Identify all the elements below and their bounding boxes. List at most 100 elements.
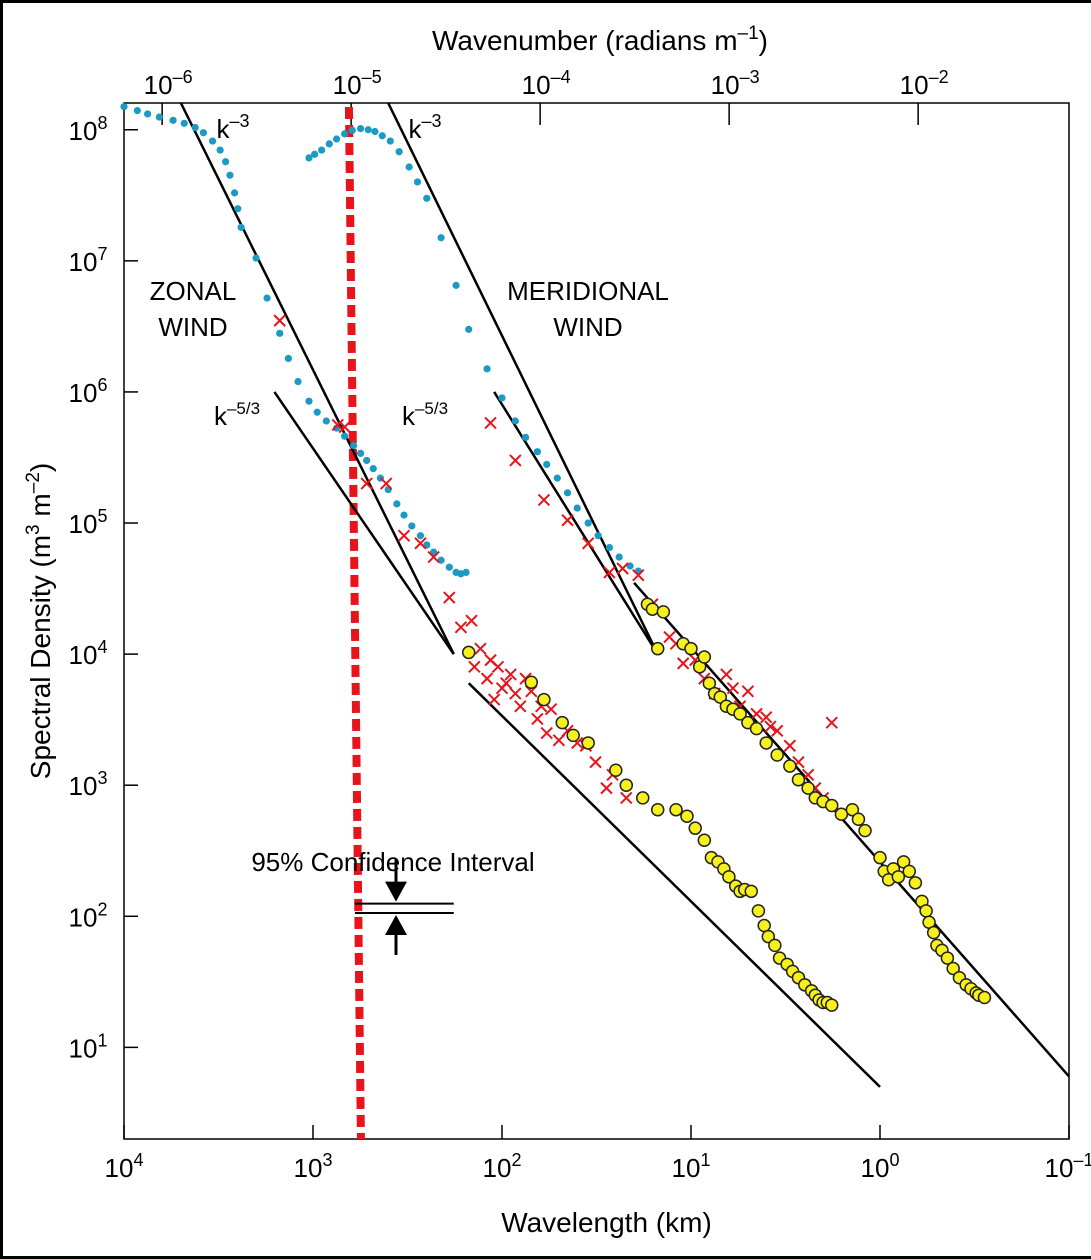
data-point xyxy=(768,938,782,953)
k-3-label-meridional: k–3 xyxy=(408,111,441,144)
data-point xyxy=(825,798,839,813)
data-point xyxy=(509,454,522,467)
data-point xyxy=(770,724,784,738)
data-point xyxy=(589,755,602,769)
data-point xyxy=(276,329,284,337)
meridional-wind-label: MERIDIONAL xyxy=(507,276,669,306)
data-point xyxy=(454,621,468,634)
data-point xyxy=(573,504,581,512)
data-point xyxy=(616,562,629,575)
y-axis-title: Spectral Density (m3 m–2) xyxy=(23,463,56,779)
fit-line xyxy=(633,581,1070,1078)
data-point xyxy=(452,281,460,289)
data-point xyxy=(632,568,645,582)
data-point xyxy=(405,163,413,171)
data-point xyxy=(294,377,302,386)
meridional-wind-label: WIND xyxy=(553,312,622,342)
data-point xyxy=(369,465,377,473)
fit-line xyxy=(467,682,881,1088)
data-point xyxy=(581,537,595,550)
data-point xyxy=(764,720,777,733)
data-point xyxy=(413,178,422,186)
data-point xyxy=(791,773,806,787)
data-point xyxy=(522,433,530,441)
data-point xyxy=(684,641,698,656)
data-point xyxy=(688,821,702,835)
fit-line xyxy=(387,102,659,655)
data-point xyxy=(636,791,650,805)
data-point xyxy=(563,489,572,497)
data-point xyxy=(338,420,351,434)
data-point xyxy=(555,715,569,730)
data-point xyxy=(169,116,177,124)
data-point xyxy=(234,205,242,213)
data-point xyxy=(940,951,955,965)
data-point xyxy=(825,716,838,729)
data-point xyxy=(144,110,152,118)
data-point xyxy=(393,500,401,508)
x2-tick-label: 10–6 xyxy=(144,67,193,100)
data-point xyxy=(544,702,558,716)
data-point xyxy=(443,591,456,604)
data-point xyxy=(356,449,365,457)
data-point xyxy=(509,687,522,700)
x-axis-title: Wavelength (km) xyxy=(501,1207,712,1238)
data-point xyxy=(620,791,633,805)
data-point xyxy=(416,532,425,540)
data-point xyxy=(120,103,128,111)
data-point xyxy=(356,125,365,133)
data-point xyxy=(858,823,872,838)
data-point xyxy=(386,137,394,145)
confidence-interval-label: 95% Confidence Interval xyxy=(251,847,534,877)
data-point xyxy=(543,460,551,469)
data-point xyxy=(697,833,712,848)
data-point xyxy=(722,870,736,884)
data-point xyxy=(757,918,771,933)
data-point xyxy=(581,736,595,750)
data-point xyxy=(783,759,797,773)
data-point xyxy=(414,537,427,550)
data-point xyxy=(919,904,933,918)
data-point xyxy=(133,107,141,115)
x-tick-label: 104 xyxy=(105,1150,144,1183)
data-point xyxy=(650,641,665,656)
data-point xyxy=(341,130,349,138)
data-point xyxy=(676,657,690,670)
data-series xyxy=(305,125,642,575)
x2-tick-label: 10–2 xyxy=(900,67,949,100)
data-point xyxy=(650,802,665,817)
k-5-3-label-zonal: k–5/3 xyxy=(214,399,260,431)
data-point xyxy=(514,700,527,713)
confidence-arrowhead-down xyxy=(385,881,407,902)
data-point xyxy=(495,681,509,695)
data-point xyxy=(713,690,728,704)
data-point xyxy=(191,123,199,132)
data-point xyxy=(379,477,393,490)
x2-tick-label: 10–5 xyxy=(333,67,382,100)
data-point xyxy=(751,904,766,918)
y-tick-label: 106 xyxy=(69,375,108,408)
data-point xyxy=(305,154,313,162)
data-point xyxy=(491,660,505,674)
y-tick-label: 103 xyxy=(69,768,108,801)
data-point xyxy=(902,864,917,879)
data-point xyxy=(400,511,408,519)
data-point xyxy=(395,148,403,156)
data-series xyxy=(640,597,992,1005)
data-point xyxy=(726,681,740,695)
data-point xyxy=(331,418,344,432)
data-point xyxy=(199,129,208,137)
data-point xyxy=(462,568,470,577)
data-point xyxy=(180,119,188,127)
data-series xyxy=(461,645,839,1012)
fit-line xyxy=(179,102,455,655)
data-point xyxy=(531,712,544,726)
data-series xyxy=(273,314,633,805)
data-point xyxy=(226,171,234,179)
data-point xyxy=(263,294,271,302)
data-point xyxy=(480,672,494,685)
data-point xyxy=(603,566,616,579)
data-point xyxy=(873,850,887,865)
